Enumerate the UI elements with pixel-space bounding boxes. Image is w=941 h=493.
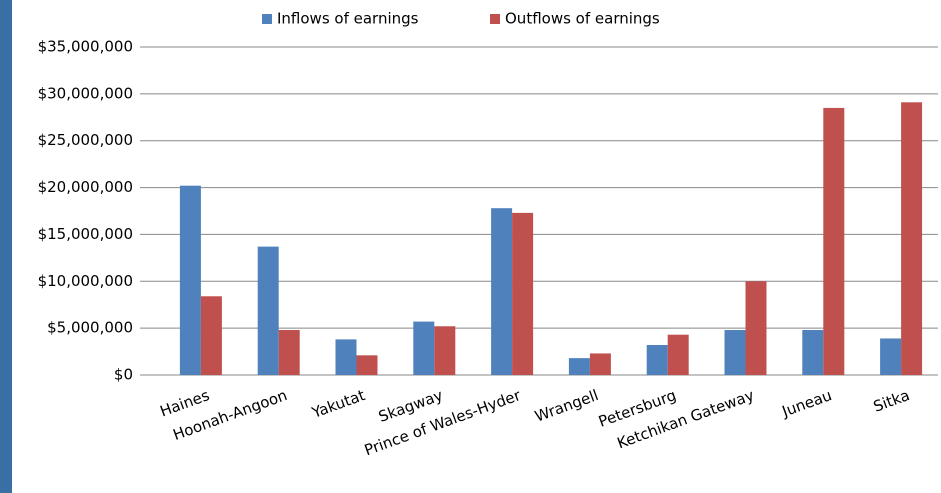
bar [512,212,534,375]
bar [901,102,923,375]
bar [356,355,378,375]
bar [278,330,300,375]
y-tick-label: $25,000,000 [38,131,133,149]
bar [589,353,611,375]
bar [802,330,824,375]
y-tick-label: $20,000,000 [38,178,133,196]
x-tick-label: Sitka [871,386,912,416]
bar [413,321,435,375]
legend-label: Inflows of earnings [277,10,419,28]
x-tick-label: Ketchikan Gateway [615,386,757,452]
bar [200,296,222,375]
y-tick-label: $5,000,000 [47,319,133,337]
bar [257,246,279,375]
x-tick-label: Wrangell [533,386,601,426]
y-tick-label: $10,000,000 [38,272,133,290]
bar [646,345,668,375]
bar [568,358,590,375]
bar [745,281,767,375]
bar [880,338,902,375]
bar [179,185,201,375]
legend-swatch [262,14,272,24]
y-tick-label: $0 [114,366,133,384]
bar [491,208,513,375]
x-tick-label: Juneau [779,386,834,421]
bar [823,107,845,376]
bar [667,334,689,375]
legend-swatch [490,14,500,24]
y-tick-label: $35,000,000 [38,38,133,56]
bar [335,339,357,375]
bar [434,326,456,375]
y-tick-label: $30,000,000 [38,84,133,102]
side-strip [0,0,12,493]
y-tick-label: $15,000,000 [38,225,133,243]
bar [724,330,746,375]
legend-label: Outflows of earnings [505,10,660,28]
x-tick-label: Yakutat [309,386,368,422]
